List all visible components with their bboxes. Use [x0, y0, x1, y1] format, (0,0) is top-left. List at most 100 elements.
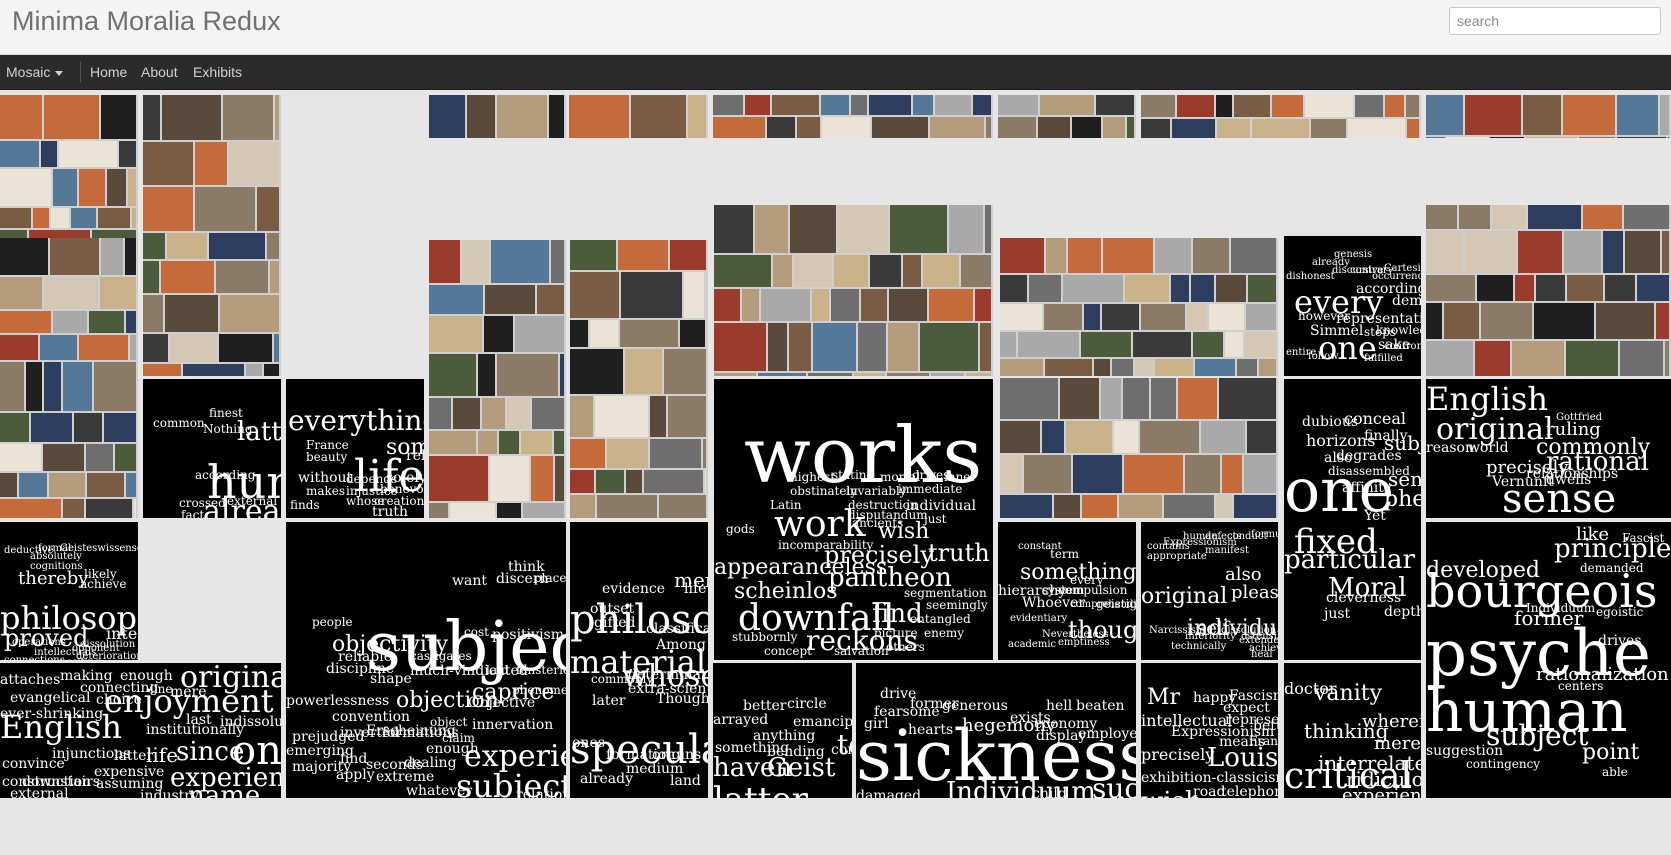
cloud-philosophical[interactable]: philosophical merelife evidence outsetgifte…: [570, 522, 708, 798]
thumbnail-image[interactable]: [851, 95, 867, 115]
thumbnail-image[interactable]: [607, 439, 648, 468]
thumbnail-image[interactable]: [143, 364, 181, 376]
nav-home[interactable]: Home: [90, 64, 128, 80]
thumbnail-image[interactable]: [246, 364, 262, 376]
thumbnail-image[interactable]: [53, 311, 87, 333]
thumbnail-image[interactable]: [484, 316, 513, 352]
thumbnail-image[interactable]: [555, 456, 564, 501]
thumbnail-image[interactable]: [1119, 495, 1162, 518]
thumbnail-image[interactable]: [1068, 238, 1101, 273]
thumbnail-image[interactable]: [94, 362, 136, 411]
thumbnail-image[interactable]: [107, 169, 126, 206]
thumbnail-image[interactable]: [1101, 378, 1121, 419]
thumbnail-image[interactable]: [761, 289, 810, 321]
thumbnail-image[interactable]: [497, 503, 521, 518]
thumbnail-image[interactable]: [1662, 231, 1669, 273]
thumbnail-image[interactable]: [549, 95, 564, 138]
thumbnail-image[interactable]: [59, 141, 117, 167]
thumbnail-image[interactable]: [429, 285, 483, 314]
thumbnail-image[interactable]: [1234, 95, 1270, 117]
thumbnail-image[interactable]: [1564, 231, 1601, 273]
thumbnail-image[interactable]: [570, 272, 619, 318]
photo-collage-5[interactable]: [713, 95, 993, 138]
thumbnail-image[interactable]: [478, 431, 497, 454]
thumbnail-image[interactable]: [1164, 495, 1214, 518]
thumbnail-image[interactable]: [1060, 378, 1099, 419]
thumbnail-image[interactable]: [1637, 275, 1669, 301]
thumbnail-image[interactable]: [822, 117, 870, 138]
thumbnail-image[interactable]: [482, 398, 505, 429]
thumbnail-image[interactable]: [86, 499, 132, 518]
thumbnail-image[interactable]: [1426, 231, 1463, 273]
thumbnail-image[interactable]: [1000, 275, 1027, 302]
thumbnail-image[interactable]: [33, 208, 49, 228]
thumbnail-image[interactable]: [758, 373, 806, 376]
thumbnail-image[interactable]: [101, 95, 136, 139]
thumbnail-image[interactable]: [491, 240, 549, 283]
thumbnail-image[interactable]: [183, 364, 244, 376]
thumbnail-image[interactable]: [0, 499, 61, 518]
thumbnail-image[interactable]: [1244, 455, 1276, 493]
cloud-subject[interactable]: subjectthinkdiscernplacewantobjectivityc…: [286, 522, 566, 798]
thumbnail-image[interactable]: [650, 396, 666, 437]
thumbnail-image[interactable]: [797, 117, 820, 138]
thumbnail-image[interactable]: [1000, 455, 1022, 493]
thumbnail-image[interactable]: [986, 117, 991, 138]
thumbnail-image[interactable]: [1103, 238, 1153, 273]
thumbnail-image[interactable]: [515, 316, 564, 352]
thumbnail-image[interactable]: [0, 230, 27, 238]
cloud-sickness[interactable]: sickness drive former generous fearsome girl h…: [856, 663, 1136, 798]
thumbnail-image[interactable]: [1512, 341, 1564, 376]
thumbnail-image[interactable]: [913, 95, 933, 115]
thumbnail-image[interactable]: [1222, 455, 1242, 493]
thumbnail-image[interactable]: [0, 473, 17, 497]
thumbnail-image[interactable]: [1072, 117, 1101, 138]
thumbnail-image[interactable]: [861, 289, 887, 321]
thumbnail-image[interactable]: [143, 233, 165, 259]
thumbnail-image[interactable]: [40, 335, 77, 360]
thumbnail-image[interactable]: [1112, 359, 1133, 376]
thumbnail-image[interactable]: [429, 316, 482, 352]
thumbnail-image[interactable]: [1094, 359, 1110, 376]
thumbnail-image[interactable]: [1518, 231, 1562, 273]
thumbnail-image[interactable]: [714, 205, 753, 253]
thumbnail-image[interactable]: [119, 141, 136, 167]
thumbnail-image[interactable]: [1201, 421, 1245, 453]
thumbnail-image[interactable]: [1187, 304, 1207, 330]
thumbnail-image[interactable]: [1046, 238, 1066, 273]
thumbnail-image[interactable]: [507, 398, 530, 429]
thumbnail-image[interactable]: [668, 396, 706, 437]
thumbnail-image[interactable]: [813, 323, 856, 371]
thumbnail-image[interactable]: [1141, 304, 1185, 330]
thumbnail-image[interactable]: [684, 272, 704, 318]
thumbnail-image[interactable]: [1082, 495, 1117, 518]
thumbnail-image[interactable]: [1237, 359, 1257, 376]
thumbnail-image[interactable]: [1193, 238, 1229, 273]
thumbnail-image[interactable]: [0, 362, 24, 411]
thumbnail-image[interactable]: [1596, 303, 1654, 339]
thumbnail-image[interactable]: [1459, 205, 1490, 229]
thumbnail-image[interactable]: [1311, 119, 1346, 138]
thumbnail-image[interactable]: [554, 431, 564, 454]
thumbnail-image[interactable]: [618, 240, 668, 270]
thumbnail-image[interactable]: [596, 470, 624, 493]
thumbnail-image[interactable]: [1234, 495, 1276, 518]
thumbnail-image[interactable]: [126, 473, 136, 497]
thumbnail-image[interactable]: [63, 362, 92, 411]
thumbnail-image[interactable]: [1465, 231, 1516, 273]
thumbnail-image[interactable]: [1096, 95, 1134, 115]
thumbnail-image[interactable]: [888, 323, 918, 371]
site-title[interactable]: Minima Moralia Redux: [12, 6, 281, 36]
thumbnail-image[interactable]: [1660, 95, 1669, 135]
thumbnail-image[interactable]: [838, 205, 888, 253]
thumbnail-image[interactable]: [1245, 332, 1276, 357]
thumbnail-image[interactable]: [1444, 303, 1479, 339]
thumbnail-image[interactable]: [1583, 205, 1622, 229]
thumbnail-image[interactable]: [714, 255, 771, 287]
thumbnail-image[interactable]: [167, 233, 207, 259]
thumbnail-image[interactable]: [1426, 137, 1445, 138]
thumbnail-image[interactable]: [1172, 119, 1215, 138]
thumbnail-image[interactable]: [143, 95, 160, 140]
